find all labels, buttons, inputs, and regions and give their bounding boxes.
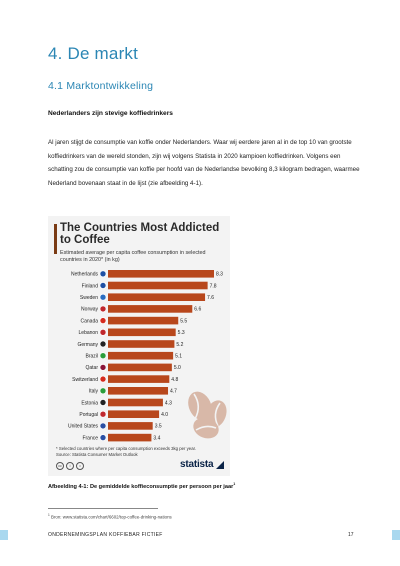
- chart-title: The Countries Most Addicted to Coffee: [60, 222, 220, 247]
- value-label-france: 3.4: [153, 435, 160, 441]
- value-label-switzerland: 4.8: [171, 377, 178, 383]
- chart-subtitle: Estimated average per capita coffee cons…: [60, 250, 206, 263]
- category-label-estonia: Estonia: [81, 400, 98, 406]
- bar-estonia: [108, 398, 163, 407]
- flag-icon-finland: [99, 282, 107, 289]
- by-icon: i: [66, 462, 74, 470]
- flag-icon-switzerland: [99, 375, 107, 383]
- flag-icon-netherlands: [99, 270, 107, 278]
- footnote-divider: [48, 508, 158, 509]
- flag-icon-italy: [99, 387, 107, 395]
- value-label-portugal: 4.0: [161, 412, 168, 418]
- category-label-switzerland: Switzerland: [72, 377, 98, 383]
- flag-icon-sweden: [99, 293, 107, 301]
- footnote-text: Bron: www.statista.com/chart/6602/top-co…: [51, 514, 172, 520]
- bar-qatar: [108, 363, 172, 372]
- footnote-number: 1: [48, 513, 50, 517]
- category-label-brazil: Brazil: [85, 354, 98, 360]
- bar-canada: [108, 316, 179, 325]
- value-label-sweden: 7.6: [207, 295, 214, 301]
- coffee-chart-infographic: The Countries Most Addicted to Coffee Es…: [48, 216, 230, 476]
- bar-lebanon: [108, 328, 176, 337]
- page-heading: 4. De markt: [48, 44, 139, 63]
- bar-norway: [108, 305, 193, 313]
- figure-caption: Afbeelding 4-1: De gemiddelde koffiecons…: [48, 482, 235, 490]
- caption-footnote-ref: 1: [233, 482, 236, 486]
- value-label-norway: 6.6: [194, 307, 201, 313]
- category-label-portugal: Portugal: [79, 412, 98, 418]
- license-icons: cc i =: [56, 462, 84, 470]
- category-label-qatar: Qatar: [85, 365, 98, 371]
- bar-sweden: [108, 293, 206, 301]
- bar-chart: Netherlands 8.3 Finland 7.8 Sweden 7.6 Norway 6…: [68, 270, 227, 442]
- value-label-qatar: 5.0: [174, 365, 181, 371]
- section-title: Nederlanders zijn stevige koffiedrinkers: [48, 110, 173, 117]
- statista-logo-mark: [216, 461, 224, 469]
- flag-icon-france: [99, 434, 107, 441]
- value-label-finland: 7.8: [210, 283, 217, 289]
- coffee-beans-illustration: [188, 391, 227, 439]
- nd-icon: =: [76, 462, 84, 470]
- flag-icon-canada: [99, 317, 107, 324]
- flag-icon-portugal: [99, 410, 107, 418]
- body-paragraph: Al jaren stijgt de consumptie van koffie…: [48, 139, 360, 187]
- bar-germany: [108, 340, 175, 348]
- category-label-netherlands: Netherlands: [71, 272, 98, 278]
- page-number: 17: [348, 532, 354, 538]
- category-label-lebanon: Lebanon: [79, 330, 99, 336]
- value-label-estonia: 4.3: [165, 400, 172, 406]
- chart-note: * Selected countries where per capita co…: [56, 446, 196, 451]
- figure-caption-text: Afbeelding 4-1: De gemiddelde koffiecons…: [48, 483, 234, 490]
- category-label-germany: Germany: [77, 342, 98, 348]
- flag-icon-united-states: [99, 422, 107, 430]
- page-tab-right: [392, 530, 400, 540]
- bar-italy: [108, 387, 169, 395]
- bar-netherlands: [108, 270, 214, 278]
- bar-finland: [108, 281, 208, 290]
- flag-icon-brazil: [99, 352, 107, 359]
- category-label-sweden: Sweden: [80, 295, 98, 301]
- chart-source: Source: Statista Consumer Market Outlook: [56, 452, 138, 457]
- bar-portugal: [108, 410, 160, 418]
- flag-icon-germany: [99, 340, 107, 348]
- flag-icon-norway: [99, 305, 107, 313]
- value-label-canada: 5.5: [180, 318, 187, 324]
- value-label-netherlands: 8.3: [216, 272, 223, 278]
- value-label-germany: 5.2: [176, 342, 183, 348]
- category-label-canada: Canada: [80, 318, 98, 324]
- cc-icon: cc: [56, 462, 64, 470]
- section-subheading: 4.1 Marktontwikkeling: [48, 80, 154, 92]
- value-label-united-states: 3.5: [155, 424, 162, 430]
- title-accent-bar: [54, 224, 57, 254]
- footnote: 1 Bron: www.statista.com/chart/6602/top-…: [48, 513, 172, 519]
- bar-united-states: [108, 422, 153, 430]
- value-label-italy: 4.7: [170, 389, 177, 395]
- flag-icon-lebanon: [99, 329, 107, 336]
- flag-icon-qatar: [99, 364, 107, 371]
- flag-icon-estonia: [99, 399, 107, 406]
- footer-document-title: ONDERNEMINGSPLAN KOFFIEBAR FICTIEF: [48, 532, 163, 538]
- bar-switzerland: [108, 375, 170, 383]
- bar-france: [108, 433, 152, 442]
- category-label-norway: Norway: [81, 307, 98, 313]
- value-label-brazil: 5.1: [175, 354, 182, 360]
- category-label-france: France: [82, 435, 98, 441]
- page-tab-left: [0, 530, 8, 540]
- category-label-united-states: United States: [68, 424, 99, 430]
- category-label-italy: Italy: [89, 389, 99, 395]
- statista-logo: statista: [180, 459, 214, 470]
- value-label-lebanon: 5.3: [178, 330, 185, 336]
- category-label-finland: Finland: [82, 283, 99, 289]
- bar-brazil: [108, 351, 174, 360]
